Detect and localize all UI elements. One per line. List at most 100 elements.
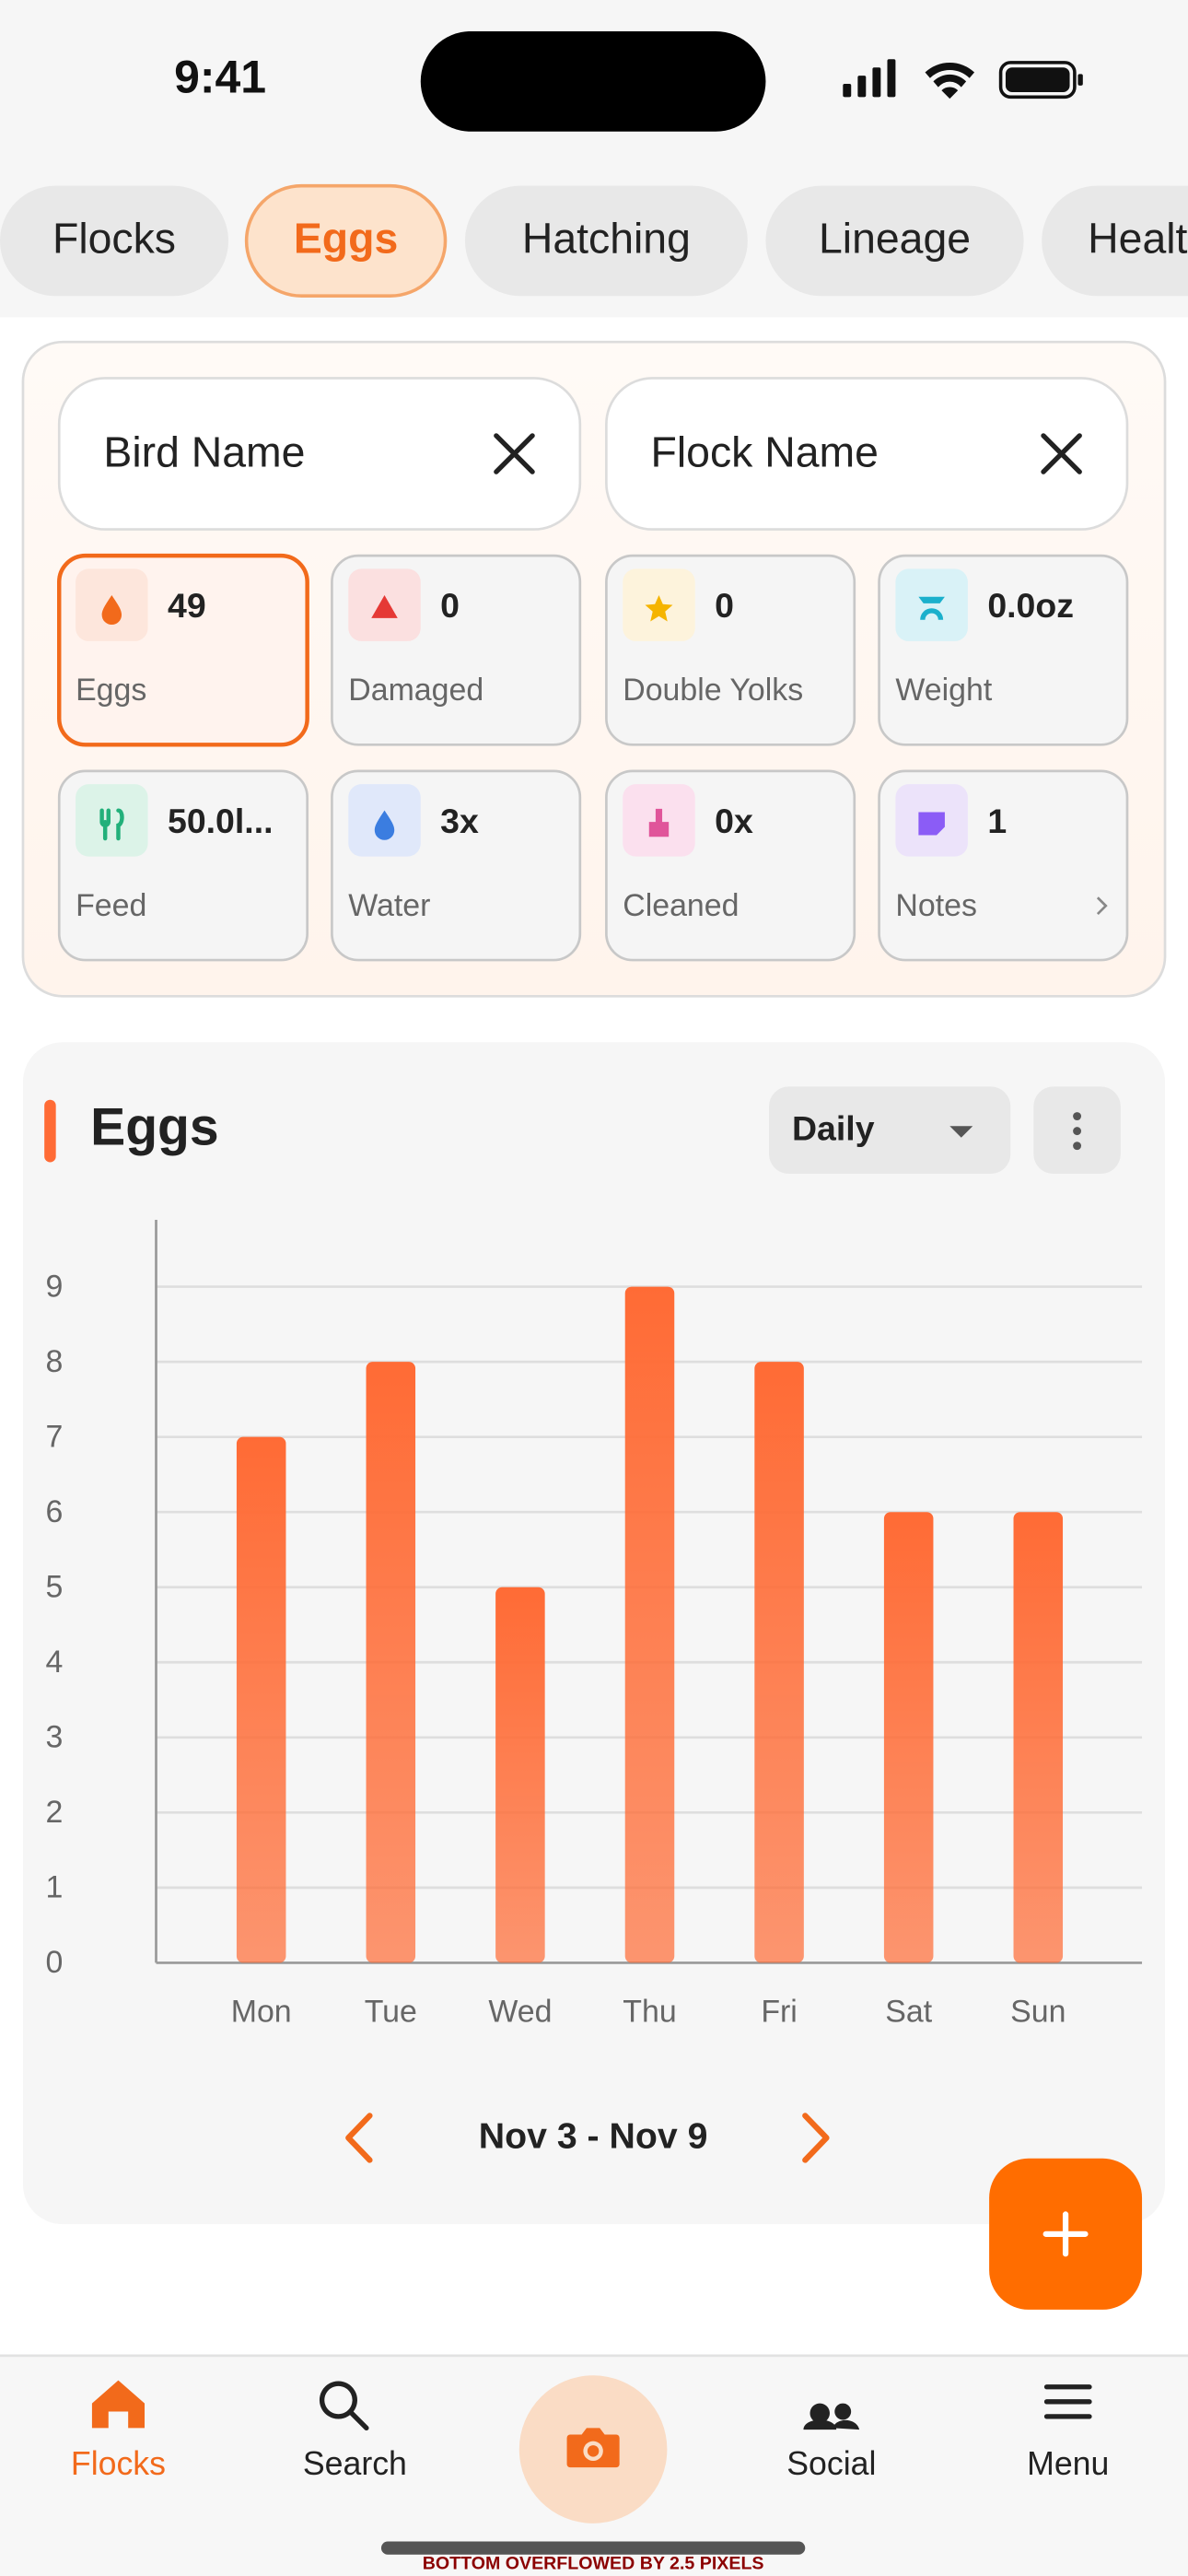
stat-label[interactable]: Cleaned (623, 888, 739, 923)
nav-label[interactable]: Search (303, 2445, 407, 2482)
tab[interactable]: Health (1042, 185, 1188, 297)
add-button[interactable] (989, 2158, 1143, 2310)
stat-icon (918, 812, 945, 836)
stat-icon (648, 808, 670, 837)
dropdown-bg[interactable] (769, 1086, 1011, 1174)
input-placeholder[interactable]: Bird Name (103, 428, 305, 476)
nav-label[interactable]: Menu (1027, 2445, 1109, 2482)
stat-card[interactable]: 0.0oz Weight (878, 554, 1129, 746)
nav-item[interactable]: Flocks (71, 2380, 166, 2482)
nav-item[interactable]: Search (303, 2381, 407, 2482)
tab-bg[interactable] (1042, 185, 1188, 297)
bar (495, 1587, 545, 1963)
chart-title: Eggs (90, 1098, 219, 1157)
stat-icon (371, 594, 398, 618)
nav-icon[interactable] (319, 2381, 369, 2431)
stat-label[interactable]: Eggs (76, 673, 146, 708)
stat-label[interactable]: Weight (895, 673, 992, 708)
stat-value[interactable]: 0 (715, 586, 734, 625)
input-bg[interactable] (605, 377, 1129, 531)
x-tick-label: Sun (1010, 1995, 1066, 2030)
y-tick-label: 1 (45, 1870, 63, 1905)
more-button[interactable] (1033, 1086, 1121, 1174)
tab-bg[interactable] (244, 183, 448, 299)
bar (236, 1436, 286, 1963)
stat-card[interactable]: 0x Cleaned (605, 769, 856, 962)
period-dropdown[interactable]: Daily (769, 1086, 1011, 1174)
nav-item[interactable]: Menu (1027, 2384, 1109, 2482)
y-tick-label: 8 (45, 1344, 63, 1379)
stat-value[interactable]: 50.0l... (168, 802, 274, 840)
x-tick-label: Thu (623, 1995, 676, 2030)
nav-item[interactable]: Social (786, 2403, 876, 2482)
next-week[interactable] (802, 2113, 830, 2163)
nav-icon[interactable] (803, 2403, 860, 2430)
tab-bg[interactable] (464, 185, 748, 297)
stat-label[interactable]: Damaged (348, 673, 483, 708)
tab-label[interactable]: Flocks (52, 215, 176, 263)
stat-card[interactable]: 50.0l... Feed (57, 769, 309, 962)
stat-value[interactable]: 1 (987, 802, 1007, 840)
bar (624, 1286, 675, 1963)
stat-value[interactable]: 0 (440, 586, 460, 625)
x-tick-label: Fri (761, 1995, 798, 2030)
input-placeholder[interactable]: Flock Name (651, 428, 879, 476)
stat-label[interactable]: Feed (76, 888, 146, 923)
tab-label[interactable]: Hatching (522, 215, 691, 263)
nav-label[interactable]: Social (786, 2445, 876, 2482)
y-tick-label: 7 (45, 1419, 63, 1454)
stat-card[interactable]: 3x Water (331, 769, 582, 962)
prev-week[interactable] (345, 2113, 373, 2163)
filter-input[interactable]: Flock Name (605, 377, 1129, 531)
stat-value[interactable]: 3x (440, 802, 479, 840)
stat-icon (99, 808, 124, 841)
y-tick-label: 3 (45, 1720, 63, 1755)
nav-icon[interactable] (1043, 2384, 1092, 2419)
y-tick-label: 9 (45, 1269, 63, 1304)
x-tick-label: Mon (231, 1995, 292, 2030)
tab-label[interactable]: Lineage (819, 215, 971, 263)
tab-bg[interactable] (765, 185, 1024, 297)
nav-icon[interactable] (91, 2380, 146, 2429)
stat-value[interactable]: 0.0oz (987, 586, 1074, 625)
clear-icon[interactable] (494, 433, 535, 474)
stat-icon (918, 596, 945, 620)
y-tick-label: 6 (45, 1494, 63, 1529)
stat-card[interactable]: 0 Damaged (331, 554, 582, 746)
tab-bg[interactable] (0, 185, 229, 297)
camera-button[interactable] (518, 2375, 668, 2523)
stat-icon (645, 594, 673, 622)
dynamic-island (420, 30, 766, 132)
tab[interactable]: Eggs (244, 183, 448, 299)
stat-value[interactable]: 0x (715, 802, 753, 840)
stat-label[interactable]: Water (348, 888, 430, 923)
home-indicator (380, 2541, 806, 2555)
chart-card (22, 1042, 1166, 2225)
stat-icon-bg (76, 784, 148, 857)
stat-card[interactable]: 49 Eggs (57, 553, 309, 747)
stat-label[interactable]: Double Yolks (623, 673, 803, 708)
stat-label[interactable]: Notes (895, 888, 977, 923)
input-bg[interactable] (57, 377, 582, 531)
chevron (1096, 896, 1108, 916)
stat-card[interactable]: 1 Notes (878, 769, 1129, 962)
stat-card[interactable]: 0 Double Yolks (605, 554, 856, 746)
tab-label[interactable]: Health (1088, 215, 1188, 263)
clear-icon[interactable] (1041, 433, 1082, 474)
overflow-warning: BOTTOM OVERFLOWED BY 2.5 PIXELS (423, 2554, 764, 2574)
tab[interactable]: Flocks (0, 185, 229, 297)
dropdown-label[interactable]: Daily (792, 1108, 875, 1147)
bar (1013, 1512, 1064, 1963)
bar (883, 1512, 934, 1963)
nav-label[interactable]: Flocks (71, 2445, 166, 2482)
tab[interactable]: Lineage (765, 185, 1024, 297)
tab-label[interactable]: Eggs (294, 215, 398, 263)
x-tick-label: Sat (885, 1995, 932, 2030)
stat-icon (101, 594, 122, 626)
status-time: 9:41 (174, 52, 266, 103)
tab[interactable]: Hatching (464, 185, 748, 297)
filter-input[interactable]: Bird Name (57, 377, 582, 531)
stat-value[interactable]: 49 (168, 586, 206, 625)
